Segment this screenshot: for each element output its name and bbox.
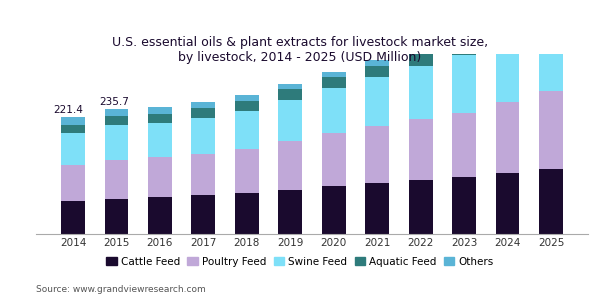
Bar [365,126,389,183]
Bar [452,113,476,177]
Bar [235,193,259,234]
Bar [365,77,389,126]
Bar [365,183,389,234]
Text: Source: www.grandviewresearch.com: Source: www.grandviewresearch.com [36,285,206,294]
Bar [409,119,433,180]
Bar [191,102,215,108]
Bar [539,169,563,234]
Bar [496,24,520,38]
Bar [452,37,476,42]
Bar [148,123,172,157]
Bar [539,4,563,19]
Bar [191,154,215,195]
Bar [409,49,433,54]
Bar [191,108,215,118]
Bar [235,95,259,101]
Bar [278,100,302,141]
Bar [496,38,520,102]
Bar [409,54,433,66]
Legend: Cattle Feed, Poultry Feed, Swine Feed, Aquatic Feed, Others: Cattle Feed, Poultry Feed, Swine Feed, A… [102,253,498,271]
Bar [191,118,215,154]
Bar [61,117,85,125]
Bar [539,19,563,91]
Bar [104,160,128,199]
Bar [322,88,346,134]
Bar [409,180,433,234]
Bar [148,114,172,123]
Bar [148,107,172,114]
Bar [539,0,563,4]
Bar [104,109,128,116]
Bar [496,173,520,234]
Bar [104,199,128,234]
Bar [61,125,85,134]
Bar [61,165,85,201]
Bar [539,91,563,169]
Bar [278,190,302,234]
Bar [452,177,476,234]
Bar [452,55,476,113]
Bar [148,157,172,197]
Bar [365,66,389,77]
Text: 235.7: 235.7 [99,97,129,107]
Bar [496,102,520,173]
Bar [322,134,346,186]
Bar [235,149,259,193]
Bar [278,141,302,190]
Bar [322,77,346,88]
Bar [322,186,346,234]
Bar [235,101,259,111]
Bar [278,89,302,100]
Bar [278,84,302,89]
Bar [61,201,85,234]
Bar [104,125,128,160]
Bar [409,66,433,119]
Bar [322,72,346,77]
Bar [191,195,215,234]
Bar [452,42,476,55]
Bar [104,116,128,125]
Bar [235,111,259,149]
Bar [496,20,520,24]
Bar [61,134,85,165]
Bar [365,60,389,66]
Text: 221.4: 221.4 [53,105,83,115]
Bar [148,197,172,234]
Text: U.S. essential oils & plant extracts for livestock market size,
by livestock, 20: U.S. essential oils & plant extracts for… [112,36,488,64]
